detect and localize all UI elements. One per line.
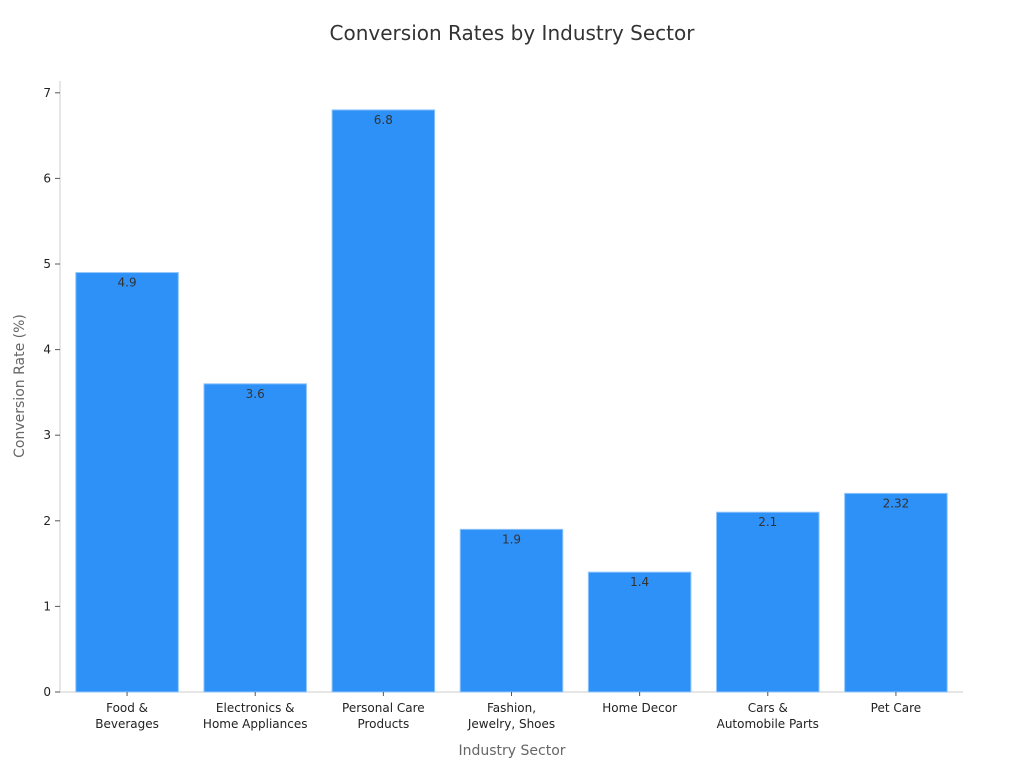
- x-tick-label: Food &: [106, 701, 148, 715]
- x-tick-label: Home Appliances: [203, 717, 308, 731]
- bar-value-label: 1.4: [630, 575, 649, 589]
- y-tick-label: 1: [43, 599, 51, 613]
- y-tick-label: 2: [43, 514, 51, 528]
- x-tick-label: Jewelry, Shoes: [467, 717, 555, 731]
- x-tick-label: Products: [357, 717, 409, 731]
- bar-value-label: 2.1: [758, 515, 777, 529]
- x-tick-label: Fashion,: [487, 701, 536, 715]
- bar-value-label: 2.32: [883, 496, 910, 510]
- y-axis-label: Conversion Rate (%): [12, 314, 28, 458]
- bar-value-label: 4.9: [118, 276, 137, 290]
- bar-value-label: 1.9: [502, 532, 521, 546]
- x-axis-label: Industry Sector: [458, 743, 565, 759]
- bar: [587, 571, 692, 693]
- y-tick-label: 7: [43, 86, 51, 100]
- plot-area: 0 1 2 3 4 5 6 7 4.9 Food & Beverages 3.6 Electronics…: [43, 81, 963, 731]
- y-tick-label: 6: [43, 171, 51, 185]
- x-tick-label: Beverages: [95, 717, 159, 731]
- bar-value-label: 6.8: [374, 113, 393, 127]
- bar: [331, 109, 436, 693]
- y-tick-label: 4: [43, 343, 51, 357]
- y-tick-label: 5: [43, 257, 51, 271]
- chart-title: Conversion Rates by Industry Sector: [330, 21, 696, 45]
- bar: [203, 383, 307, 693]
- y-tick-label: 0: [43, 685, 51, 699]
- bar: [716, 511, 820, 693]
- y-tick-label: 3: [43, 428, 51, 442]
- bar: [844, 492, 948, 693]
- x-tick-label: Electronics &: [216, 701, 295, 715]
- x-tick-label: Automobile Parts: [717, 717, 819, 731]
- x-tick-label: Personal Care: [342, 701, 425, 715]
- x-tick-label: Cars &: [748, 701, 788, 715]
- x-tick-label: Pet Care: [871, 701, 922, 715]
- bar: [75, 272, 179, 693]
- x-tick-label: Home Decor: [602, 701, 677, 715]
- bar-value-label: 3.6: [246, 387, 265, 401]
- bar: [459, 528, 564, 693]
